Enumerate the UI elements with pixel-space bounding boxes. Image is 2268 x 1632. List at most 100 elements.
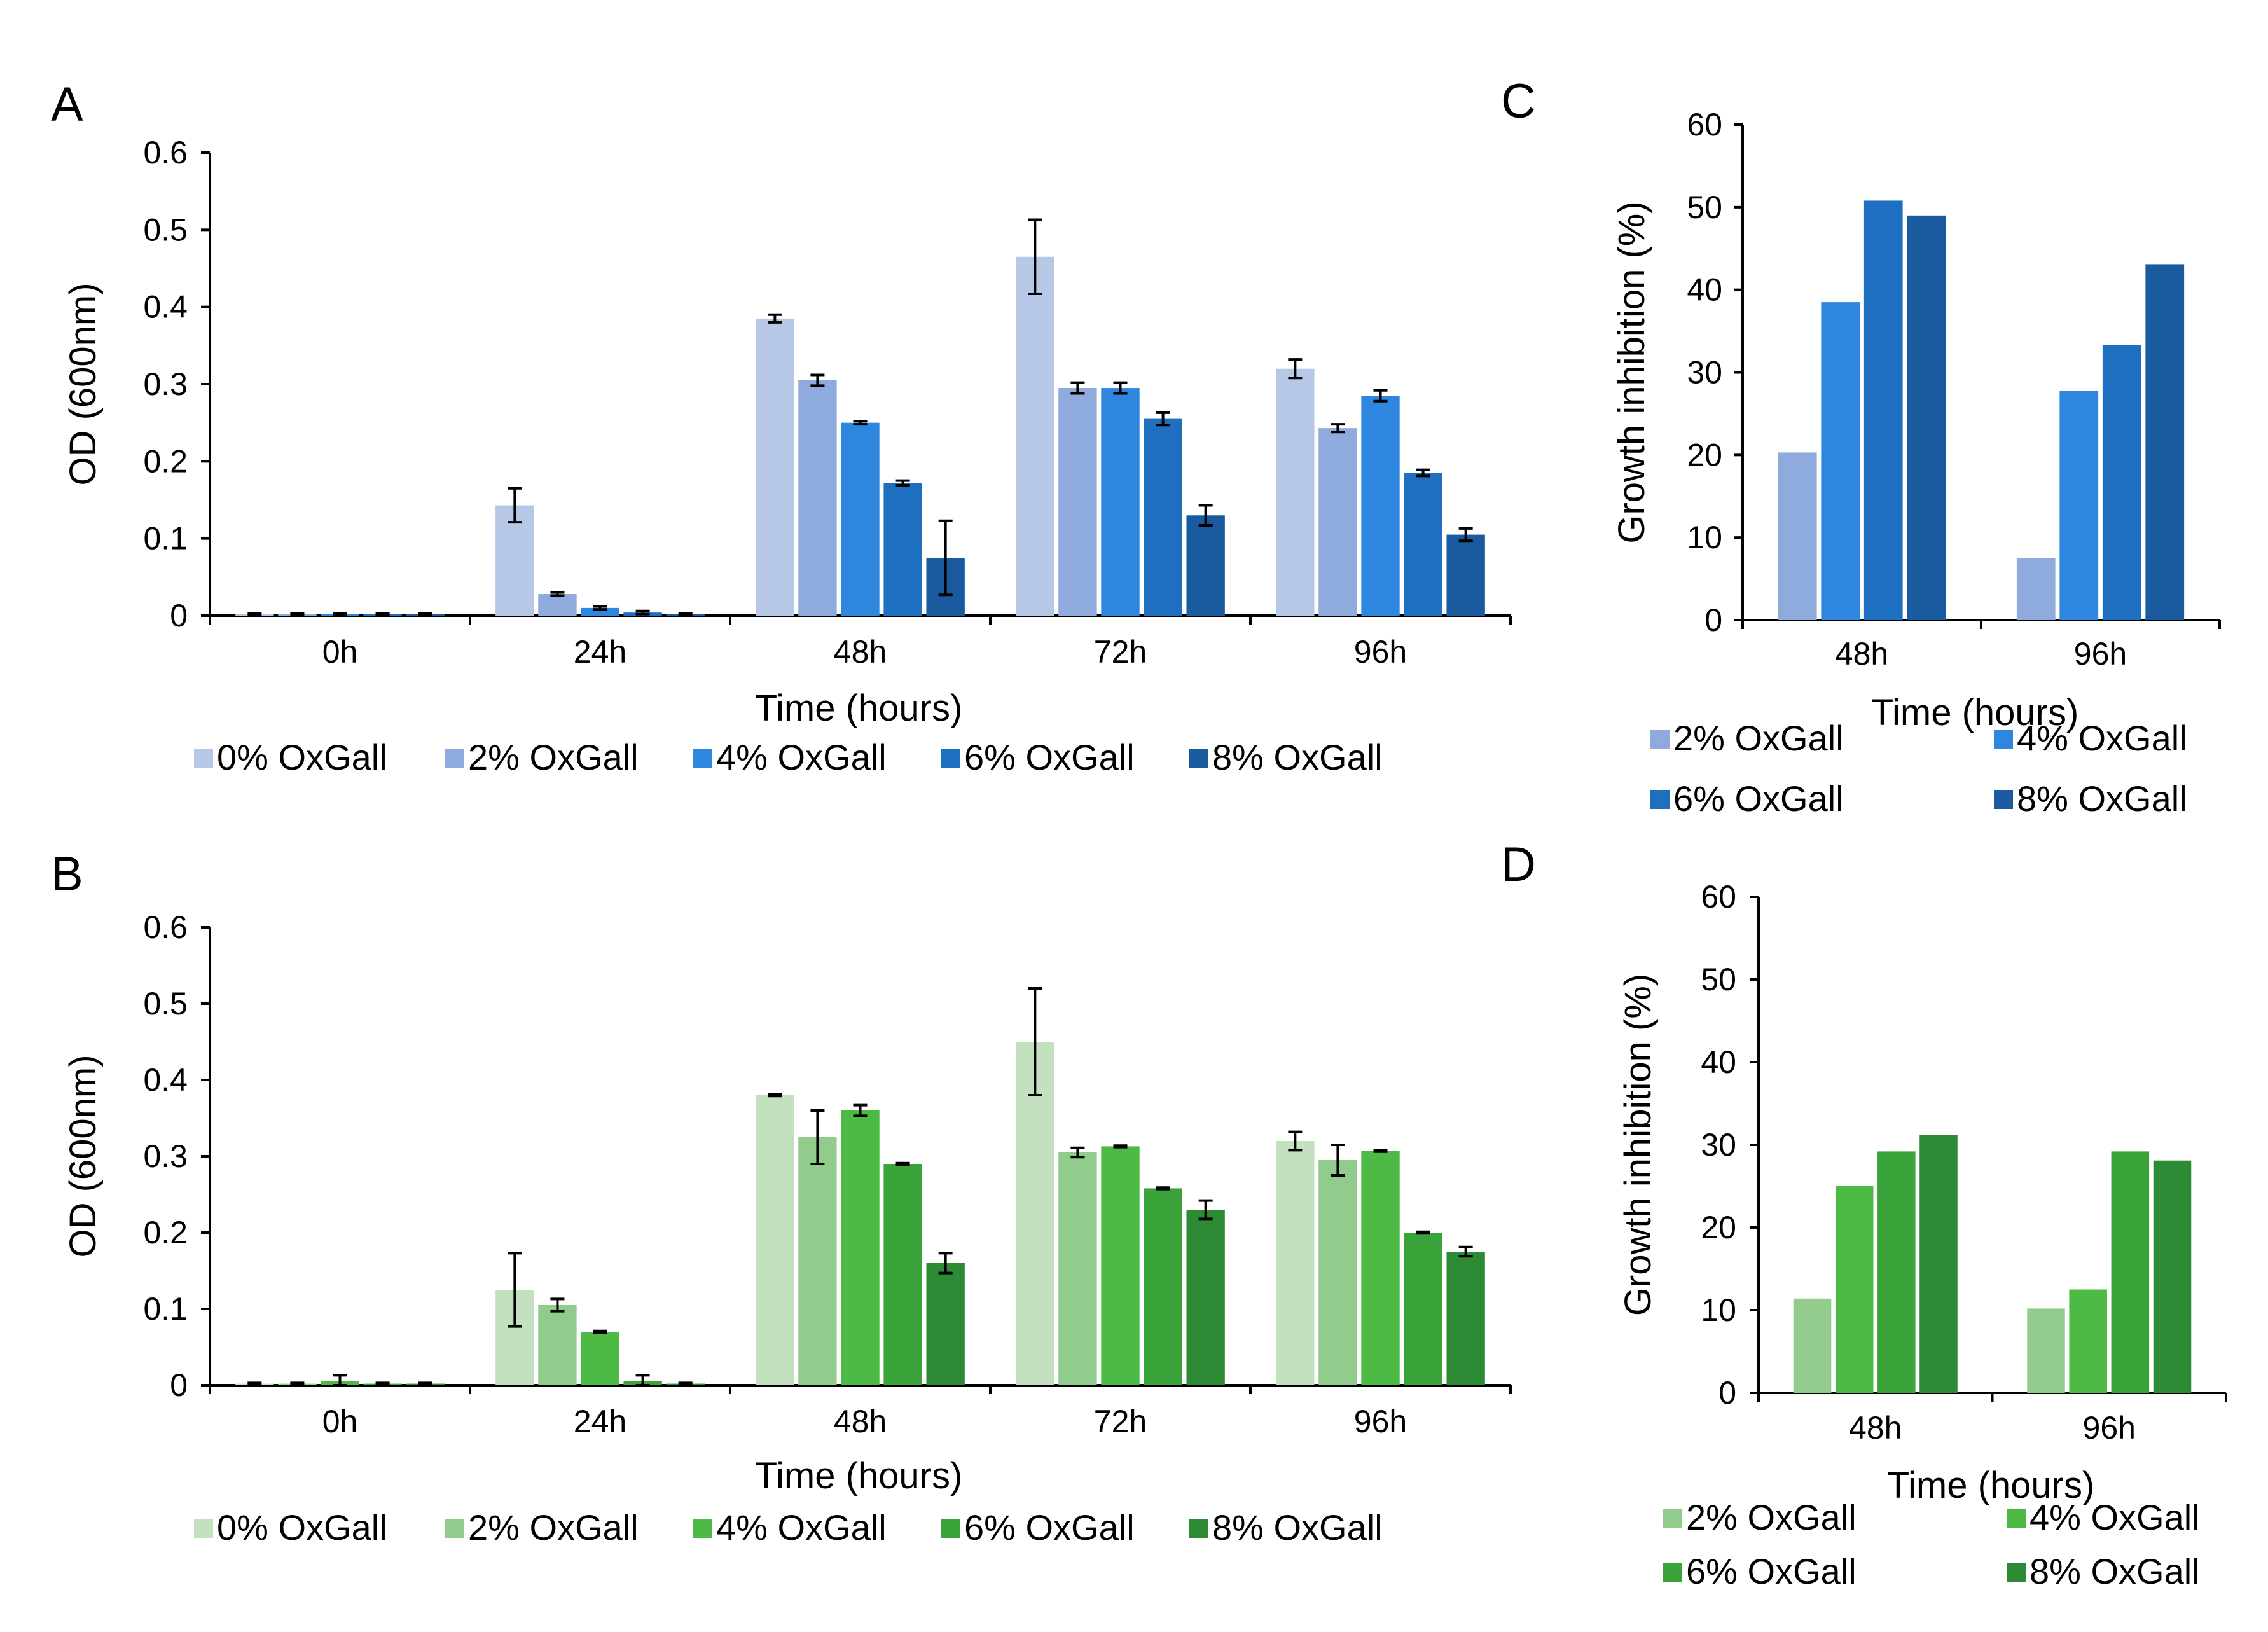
bar-8-oxgall72h [1186,1210,1225,1385]
y-axis-title: Growth inhibition (%) [1617,974,1659,1316]
y-tick-label: 10 [1687,520,1722,555]
y-tick-label: 0.6 [143,909,188,945]
bar-6-oxgall72h [1144,1188,1182,1385]
bar-2-oxgall48h [798,380,837,616]
x-axis-title: Time (hours) [1871,692,2079,733]
bar-0-oxgall72h [1016,256,1054,616]
legend-swatch [941,1519,960,1538]
bar-2-oxgall96h [1318,1160,1357,1385]
legend-label: 2% OxGall [1686,1497,1857,1537]
y-tick-label: 40 [1701,1044,1736,1080]
legend-swatch [1994,730,2013,749]
legend-label: 6% OxGall [964,737,1135,777]
y-tick-label: 60 [1701,879,1736,915]
legend-label: 2% OxGall [468,1507,639,1547]
y-tick-label: 0.1 [143,521,188,557]
y-tick-label: 0.4 [143,1062,188,1098]
legend-swatch [941,749,960,768]
legend-label: 4% OxGall [716,737,887,777]
bar-2-oxgall96h [2016,558,2056,620]
legend-label: 6% OxGall [1673,778,1844,819]
legend-label: 8% OxGall [2029,1551,2200,1591]
x-tick-label: 96h [2074,636,2127,672]
legend-label: 4% OxGall [2017,718,2187,758]
bar-0-oxgall72h [1016,1042,1054,1385]
x-tick-label: 72h [1094,1404,1147,1439]
bar-4-oxgall48h [841,1110,880,1385]
x-tick-label: 48h [834,634,887,670]
panel-label-a: A [51,78,83,132]
x-tick-label: 48h [834,1404,887,1439]
bar-8-oxgall96h [2145,264,2185,620]
bar-8-oxgall72h [1186,515,1225,616]
bar-0-oxgall48h [756,1095,794,1385]
bar-6-oxgall96h [2102,345,2141,620]
x-axis-title: Time (hours) [755,688,963,729]
bar-8-oxgall48h [926,1263,965,1385]
bar-0-oxgall48h [756,318,794,616]
y-tick-label: 0.2 [143,1215,188,1250]
bar-0-oxgall96h [1276,1141,1315,1385]
bar-4-oxgall24h [581,1332,619,1385]
bar-2-oxgall48h [1778,452,1817,620]
bar-4-oxgall48h [841,422,880,616]
x-tick-label: 72h [1094,634,1147,670]
legend-label: 4% OxGall [2029,1497,2200,1537]
bar-6-oxgall96h [1404,473,1442,616]
y-tick-label: 0.3 [143,366,188,402]
legend-swatch [445,749,464,768]
bar-6-oxgall48h [1863,200,1903,620]
bar-4-oxgall48h [1821,302,1860,620]
x-tick-label: 96h [1354,634,1407,670]
bar-4-oxgall96h [2069,1289,2107,1393]
legend-swatch [693,1519,712,1538]
legend-swatch [1189,1519,1208,1538]
bar-4-oxgall24h [581,607,619,616]
legend-swatch [1650,730,1670,749]
y-tick-label: 0 [1718,1375,1736,1411]
panel-label-d: D [1501,838,1536,892]
legend-label: 2% OxGall [1673,718,1844,758]
bar-2-oxgall96h [1318,428,1357,616]
bar-2-oxgall72h [1058,1152,1097,1385]
bar-8-oxgall96h [2153,1160,2192,1393]
y-axis-title: OD (600nm) [62,1055,104,1257]
legend-swatch [1663,1509,1682,1528]
bar-2-oxgall24h [538,594,577,616]
bar-8-oxgall96h [1446,1252,1485,1385]
bar-6-oxgall48h [883,1164,922,1385]
x-tick-label: 96h [1354,1404,1407,1439]
y-tick-label: 0.2 [143,443,188,479]
y-tick-label: 0.3 [143,1138,188,1174]
y-axis-title: Growth inhibition (%) [1611,201,1652,543]
legend-swatch [693,749,712,768]
x-tick-label: 48h [1849,1410,1902,1446]
y-tick-label: 0.5 [143,212,188,247]
x-tick-label: 24h [574,1404,626,1439]
x-tick-label: 0h [322,634,358,670]
x-axis-title: Time (hours) [755,1455,963,1497]
x-tick-label: 0h [322,1404,358,1439]
legend-label: 8% OxGall [1212,1507,1383,1547]
bar-8-oxgall96h [1446,534,1485,616]
x-tick-label: 48h [1836,636,1888,672]
bar-8-oxgall48h [1907,215,1946,621]
bar-6-oxgall96h [1404,1233,1442,1385]
legend-label: 6% OxGall [1686,1551,1857,1591]
bar-6-oxgall72h [1144,418,1182,616]
legend-swatch [194,749,213,768]
y-tick-label: 30 [1701,1127,1736,1163]
bar-4-oxgall96h [1361,1151,1400,1385]
bar-6-oxgall48h [883,483,922,616]
legend-swatch [2007,1509,2026,1528]
bar-2-oxgall96h [2027,1308,2065,1393]
bar-2-oxgall48h [1793,1298,1832,1393]
legend-swatch [194,1519,213,1538]
y-tick-label: 0.1 [143,1291,188,1327]
legend-label: 8% OxGall [2017,778,2187,819]
y-tick-label: 0.5 [143,986,188,1021]
y-tick-label: 0 [1704,602,1722,638]
legend-label: 8% OxGall [1212,737,1383,777]
legend-label: 0% OxGall [217,737,387,777]
